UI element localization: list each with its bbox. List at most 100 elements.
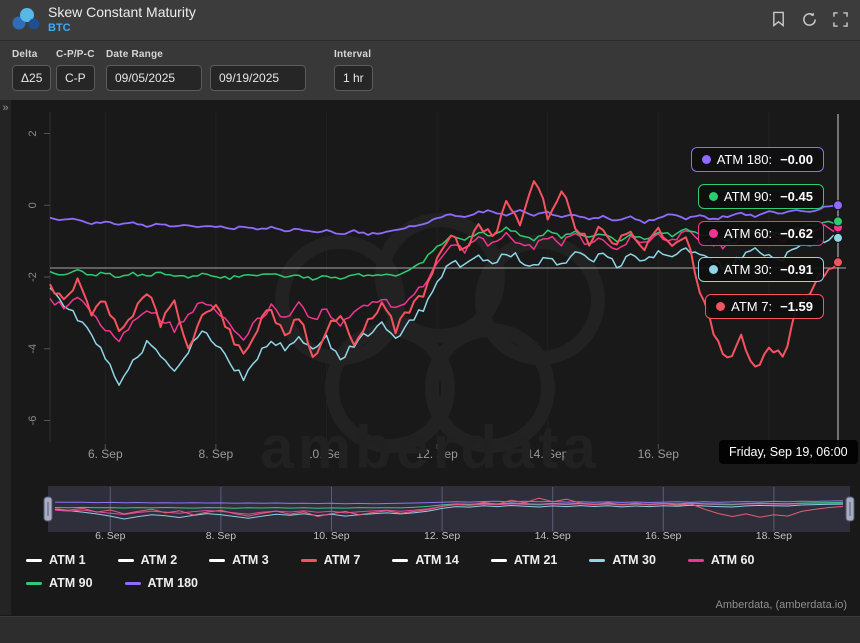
- legend-label: ATM 7: [323, 553, 361, 567]
- navigator-chart[interactable]: 6. Sep 8. Sep 10. Sep 12. Sep 14. Sep 16. Sep…: [0, 486, 860, 544]
- legend-label: ATM 2: [140, 553, 178, 567]
- tooltip-atm-30: ATM 30: −0.91: [697, 257, 824, 282]
- asset-label[interactable]: BTC: [48, 22, 71, 34]
- date-start-input[interactable]: [106, 65, 202, 91]
- legend-item-atm-3[interactable]: ATM 3: [209, 553, 269, 567]
- navigator-label: 10. Sep: [313, 530, 349, 542]
- y-axis-label: -2: [27, 272, 39, 282]
- app-header: Skew Constant Maturity BTC: [0, 0, 860, 41]
- legend-label: ATM 30: [612, 553, 656, 567]
- y-axis-label: -4: [27, 344, 39, 354]
- navigator-label: 16. Sep: [645, 530, 681, 542]
- legend-marker-icon: [209, 558, 226, 562]
- y-axis-label: 0: [27, 202, 39, 208]
- legend-marker-icon: [117, 558, 134, 562]
- navigator-label: 18. Sep: [756, 530, 792, 542]
- expand-button[interactable]: [833, 11, 848, 27]
- legend-label: ATM 90: [49, 576, 93, 590]
- attribution-text: Amberdata, (amberdata.io): [715, 599, 847, 611]
- legend-marker-icon: [124, 581, 141, 585]
- tooltip-atm-7: ATM 7: −1.59: [705, 294, 824, 319]
- legend-label: ATM 180: [147, 576, 199, 590]
- legend-label: ATM 3: [232, 553, 269, 567]
- cp-pc-select[interactable]: C-P: [56, 65, 95, 91]
- series-bullet-icon: [708, 229, 718, 238]
- legend-label: ATM 60: [710, 553, 755, 567]
- legend-item-atm-60[interactable]: ATM 60: [687, 553, 755, 567]
- legend-item-atm-21[interactable]: ATM 21: [490, 553, 558, 567]
- legend-item-atm-30[interactable]: ATM 30: [589, 553, 656, 567]
- series-bullet-icon: [708, 192, 718, 201]
- legend-label: ATM 1: [49, 553, 86, 567]
- navigator-series-atm-30: [54, 503, 844, 520]
- crosshair-point-atm-7: [833, 257, 843, 268]
- refresh-button[interactable]: [801, 11, 818, 28]
- y-axis-label: 2: [27, 130, 39, 136]
- tooltip-value: −0.91: [780, 262, 813, 277]
- delta-label: Delta: [12, 49, 38, 60]
- page-title: Skew Constant Maturity: [48, 4, 196, 20]
- navigator-series-atm-7: [54, 497, 844, 518]
- tooltip-value: −0.00: [780, 152, 813, 167]
- crosshair-point-atm-30: [833, 232, 843, 243]
- cp-pc-label: C-P/P-C: [56, 49, 95, 60]
- x-axis-label: 8. Sep: [199, 447, 234, 461]
- x-axis-label: 16. Sep: [638, 447, 680, 461]
- legend-item-atm-14[interactable]: ATM 14: [392, 553, 459, 567]
- legend-label: ATM 21: [513, 553, 558, 567]
- x-axis-label: 14. Sep: [527, 447, 569, 461]
- tooltip-value: −0.62: [780, 226, 813, 241]
- series-line-atm-30: [49, 234, 839, 386]
- x-axis-label: 12. Sep: [416, 447, 458, 461]
- x-axis-label: 6. Sep: [88, 447, 123, 461]
- navigator-label: 12. Sep: [424, 530, 460, 542]
- svg-text:amberdata: amberdata: [260, 414, 599, 472]
- interval-label: Interval: [334, 49, 372, 60]
- tooltip-label: ATM 7:: [731, 299, 773, 314]
- legend-item-atm-7[interactable]: ATM 7: [300, 553, 361, 567]
- legend-item-atm-2[interactable]: ATM 2: [117, 553, 178, 567]
- navigator-label: 6. Sep: [95, 530, 126, 542]
- legend-marker-icon: [392, 558, 409, 562]
- series-bullet-icon: [701, 155, 711, 164]
- legend-marker-icon: [26, 558, 42, 562]
- interval-select[interactable]: 1 hr: [334, 65, 373, 91]
- legend-marker-icon: [589, 558, 606, 562]
- tooltip-label: ATM 30:: [723, 262, 773, 277]
- legend-item-atm-90[interactable]: ATM 90: [26, 576, 93, 590]
- navigator-selection[interactable]: [48, 486, 850, 532]
- legend-marker-icon: [26, 581, 42, 585]
- delta-control: Delta Δ25: [12, 49, 52, 91]
- legend-item-atm-1[interactable]: ATM 1: [26, 553, 86, 567]
- chart-legend: ATM 1 ATM 2 ATM 3 ATM 7 ATM 14 ATM 21 ATM 30 AT…: [26, 553, 838, 590]
- date-range-label: Date Range: [106, 49, 164, 60]
- legend-marker-icon: [687, 558, 704, 562]
- tooltip-label: ATM 180:: [716, 152, 773, 167]
- tooltip-label: ATM 90:: [723, 189, 773, 204]
- delta-select[interactable]: Δ25: [12, 65, 52, 91]
- crosshair-point-atm-90: [833, 216, 843, 227]
- navigator-series-atm-90: [54, 501, 844, 509]
- legend-marker-icon: [490, 558, 507, 562]
- tooltip-value: −0.45: [780, 189, 813, 204]
- navigator-label: 8. Sep: [206, 530, 237, 542]
- crosshair-point-atm-180: [833, 200, 843, 211]
- tooltip-atm-90: ATM 90: −0.45: [697, 184, 824, 209]
- series-bullet-icon: [716, 302, 726, 311]
- tooltip-value: −1.59: [780, 299, 813, 314]
- skew-chart[interactable]: 6. Sep 8. Sep 10. Sep 12. Sep 14. Sep 16. Sep…: [0, 100, 860, 472]
- x-axis-label: 10. Sep: [306, 447, 348, 461]
- interval-control: Interval 1 hr: [334, 49, 373, 91]
- expand-rail-button[interactable]: »: [2, 102, 9, 114]
- series-bullet-icon: [708, 265, 718, 274]
- bookmark-button[interactable]: [771, 10, 786, 28]
- date-range-control: Date Range: [106, 49, 306, 91]
- tooltip-label: ATM 60:: [723, 226, 773, 241]
- legend-item-atm-180[interactable]: ATM 180: [124, 576, 199, 590]
- controls-bar: Delta Δ25 C-P/P-C C-P Date Range Interva…: [0, 41, 860, 100]
- legend-marker-icon: [300, 558, 317, 562]
- tooltip-atm-60: ATM 60: −0.62: [697, 221, 824, 246]
- navigator-series-atm-180: [54, 500, 844, 505]
- date-end-input[interactable]: [210, 65, 306, 91]
